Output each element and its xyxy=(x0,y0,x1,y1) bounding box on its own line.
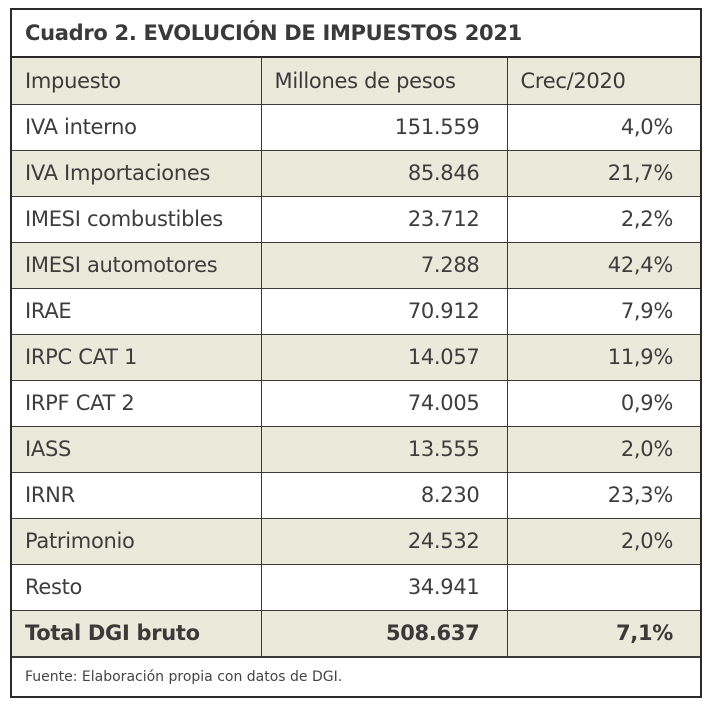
column-header-crec: Crec/2020 xyxy=(506,58,700,105)
tax-table-figure: Cuadro 2. EVOLUCIÓN DE IMPUESTOS 2021 Im… xyxy=(10,8,702,698)
cell-crec xyxy=(506,563,700,611)
cell-millones: 7.288 xyxy=(260,241,508,289)
cell-crec: 2,2% xyxy=(506,195,700,243)
cell-millones: 24.532 xyxy=(260,517,508,565)
table-total-row: Total DGI bruto 508.637 7,1% xyxy=(12,609,700,657)
table-row: IVA interno 151.559 4,0% xyxy=(12,104,700,151)
tax-table: Impuesto Millones de pesos Crec/2020 IVA… xyxy=(12,58,700,657)
table-row: IRAE 70.912 7,9% xyxy=(12,287,700,335)
cell-millones: 74.005 xyxy=(260,379,508,427)
cell-impuesto: Resto xyxy=(12,563,262,611)
cell-millones: 70.912 xyxy=(260,287,508,335)
table-row: IVA Importaciones 85.846 21,7% xyxy=(12,149,700,197)
column-header-millones: Millones de pesos xyxy=(260,58,508,105)
cell-impuesto: IRPC CAT 1 xyxy=(12,333,262,381)
cell-millones: 34.941 xyxy=(260,563,508,611)
table-row: Patrimonio 24.532 2,0% xyxy=(12,517,700,565)
cell-crec: 23,3% xyxy=(506,471,700,519)
table-header-row: Impuesto Millones de pesos Crec/2020 xyxy=(12,58,700,105)
cell-crec: 2,0% xyxy=(506,517,700,565)
table-row: IRPC CAT 1 14.057 11,9% xyxy=(12,333,700,381)
cell-millones: 8.230 xyxy=(260,471,508,519)
cell-impuesto: IMESI combustibles xyxy=(12,195,262,243)
cell-impuesto: Patrimonio xyxy=(12,517,262,565)
cell-millones: 23.712 xyxy=(260,195,508,243)
cell-millones: 14.057 xyxy=(260,333,508,381)
cell-impuesto: IRNR xyxy=(12,471,262,519)
cell-millones: 151.559 xyxy=(260,104,508,151)
cell-crec: 21,7% xyxy=(506,149,700,197)
table-title: Cuadro 2. EVOLUCIÓN DE IMPUESTOS 2021 xyxy=(12,10,700,58)
table-row: IMESI automotores 7.288 42,4% xyxy=(12,241,700,289)
table-row: IASS 13.555 2,0% xyxy=(12,425,700,473)
table-row: IMESI combustibles 23.712 2,2% xyxy=(12,195,700,243)
cell-crec: 7,9% xyxy=(506,287,700,335)
cell-impuesto: IMESI automotores xyxy=(12,241,262,289)
cell-total-label: Total DGI bruto xyxy=(12,609,262,657)
cell-impuesto: IRPF CAT 2 xyxy=(12,379,262,427)
cell-total-crec: 7,1% xyxy=(506,609,700,657)
column-header-impuesto: Impuesto xyxy=(12,58,262,105)
cell-millones: 85.846 xyxy=(260,149,508,197)
table-row: IRPF CAT 2 74.005 0,9% xyxy=(12,379,700,427)
table-row: Resto 34.941 xyxy=(12,563,700,611)
cell-impuesto: IVA Importaciones xyxy=(12,149,262,197)
cell-impuesto: IVA interno xyxy=(12,104,262,151)
source-note: Fuente: Elaboración propia con datos de … xyxy=(12,656,700,696)
table-row: IRNR 8.230 23,3% xyxy=(12,471,700,519)
cell-millones: 13.555 xyxy=(260,425,508,473)
cell-crec: 0,9% xyxy=(506,379,700,427)
cell-impuesto: IRAE xyxy=(12,287,262,335)
cell-total-millones: 508.637 xyxy=(260,609,508,657)
cell-crec: 42,4% xyxy=(506,241,700,289)
cell-crec: 4,0% xyxy=(506,104,700,151)
cell-crec: 2,0% xyxy=(506,425,700,473)
cell-crec: 11,9% xyxy=(506,333,700,381)
cell-impuesto: IASS xyxy=(12,425,262,473)
